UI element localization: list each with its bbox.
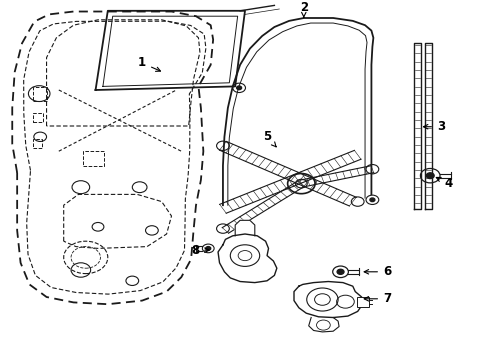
Text: 5: 5: [263, 130, 276, 147]
Polygon shape: [294, 282, 363, 318]
Circle shape: [370, 198, 375, 202]
Bar: [83, 151, 104, 166]
Text: 6: 6: [364, 265, 391, 278]
Polygon shape: [218, 234, 277, 283]
Circle shape: [206, 247, 211, 250]
Bar: [33, 139, 42, 148]
Circle shape: [426, 173, 434, 179]
Circle shape: [237, 86, 242, 90]
Bar: [33, 87, 47, 101]
Bar: [357, 297, 369, 307]
Text: 7: 7: [364, 292, 391, 305]
Circle shape: [337, 269, 344, 274]
Text: 3: 3: [423, 120, 445, 133]
Text: 2: 2: [300, 1, 308, 17]
Polygon shape: [309, 318, 339, 332]
Text: 1: 1: [138, 57, 160, 71]
Polygon shape: [235, 220, 255, 236]
Text: 4: 4: [436, 177, 453, 190]
Bar: [33, 113, 43, 122]
Text: 8: 8: [191, 244, 209, 257]
